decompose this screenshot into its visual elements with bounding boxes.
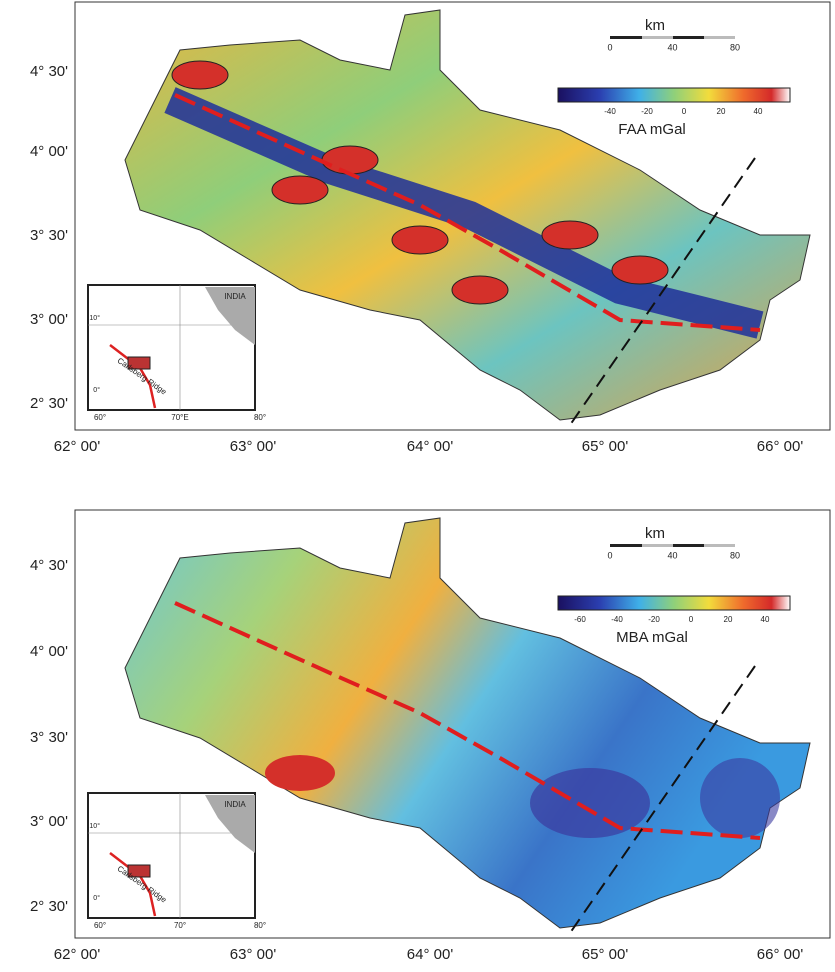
y-tick-label: 4° 30' [30,63,68,80]
high-anomaly [172,61,228,89]
inset-y-label: 0° [93,894,100,902]
inset-country: INDIA [224,292,246,301]
colorbar-tick: 20 [717,107,726,116]
colorbar-tick: -40 [604,107,616,116]
x-tick-label: 64° 00' [407,438,454,455]
inset-country: INDIA [224,800,246,809]
x-tick-label: 65° 00' [582,946,629,963]
low-anomaly [700,758,780,838]
colorbar-tick: -20 [641,107,653,116]
high-anomaly [612,256,668,284]
inset-x-label: 70° [174,921,186,930]
scale-unit: km [645,17,665,34]
colorbar [558,596,790,610]
scale-label: 40 [667,550,677,560]
y-tick-label: 3° 30' [30,729,68,746]
colorbar-tick: 20 [724,615,733,624]
y-tick-label: 2° 30' [30,395,68,412]
colorbar-tick: -60 [574,615,586,624]
inset-x-label: 80° [254,921,266,930]
colorbar-label: FAA mGal [618,121,686,138]
x-tick-label: 64° 00' [407,946,454,963]
y-tick-label: 4° 00' [30,643,68,660]
x-tick-label: 62° 00' [54,946,101,963]
y-tick-label: 3° 00' [30,311,68,328]
inset-x-label: 60° [94,413,106,422]
inset-y-label: 10° [89,822,100,830]
scale-label: 80 [730,550,740,560]
scale-unit: km [645,525,665,542]
y-tick-label: 3° 00' [30,813,68,830]
high-anomaly [542,221,598,249]
inset-y-label: 0° [93,386,100,394]
colorbar-label: MBA mGal [616,629,688,646]
high-anomaly [265,755,335,791]
map-panel: 62° 00' 63° 00' 64° 00' 65° 00' 66° 00' 4° 30… [30,2,830,455]
y-tick-label: 4° 00' [30,143,68,160]
y-tick-label: 3° 30' [30,227,68,244]
colorbar-tick: -40 [611,615,623,624]
colorbar-tick: -20 [648,615,660,624]
map-panel: 62° 00' 63° 00' 64° 00' 65° 00' 66° 00' 4° 30… [30,510,830,963]
inset-y-label: 10° [89,314,100,322]
x-tick-label: 66° 00' [757,946,804,963]
figure: 62° 00' 63° 00' 64° 00' 65° 00' 66° 00' 4° 30… [0,0,835,967]
y-tick-label: 2° 30' [30,898,68,915]
high-anomaly [452,276,508,304]
inset-x-label: 70°E [171,413,188,422]
colorbar [558,88,790,102]
high-anomaly [272,176,328,204]
inset-x-label: 60° [94,921,106,930]
y-tick-label: 4° 30' [30,557,68,574]
scale-label: 0 [607,42,612,52]
inset-x-label: 80° [254,413,266,422]
scale-label: 40 [667,42,677,52]
x-tick-label: 63° 00' [230,438,277,455]
high-anomaly [392,226,448,254]
scale-bar-light [642,36,673,39]
high-anomaly [322,146,378,174]
scale-label: 80 [730,42,740,52]
x-tick-label: 62° 00' [54,438,101,455]
colorbar-tick: 0 [682,107,687,116]
colorbar-tick: 0 [689,615,694,624]
scale-bar-light [642,544,673,547]
scale-label: 0 [607,550,612,560]
x-tick-label: 66° 00' [757,438,804,455]
scale-bar-light [704,544,735,547]
scale-bar-light [704,36,735,39]
colorbar-tick: 40 [754,107,763,116]
x-tick-label: 65° 00' [582,438,629,455]
x-tick-label: 63° 00' [230,946,277,963]
colorbar-tick: 40 [761,615,770,624]
